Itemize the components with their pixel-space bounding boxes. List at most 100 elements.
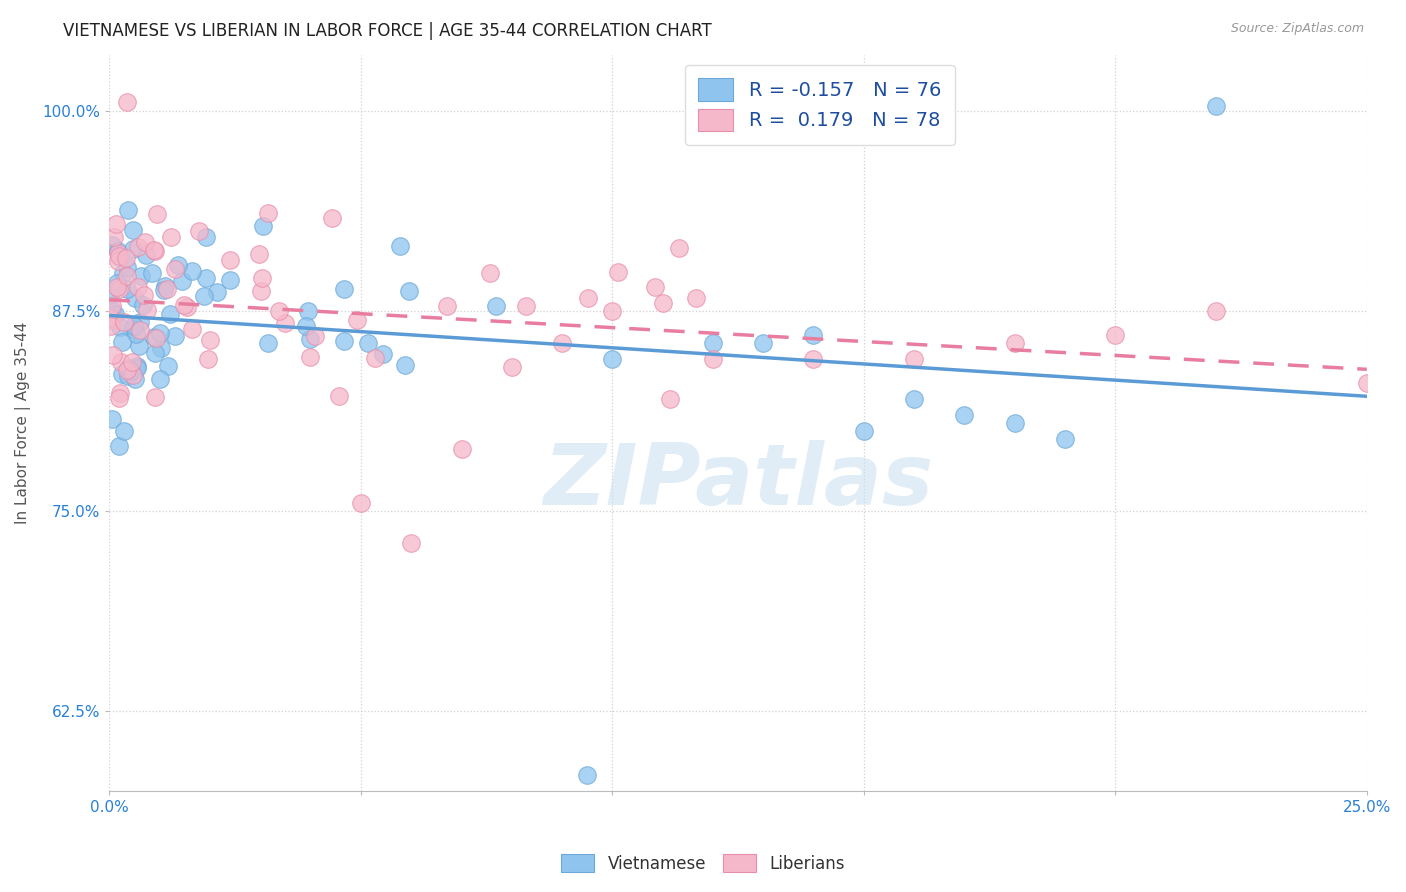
Point (394, 359, 416, 373)
Point (803, 351, 825, 366)
Point (332, 334, 354, 348)
Point (110, 386, 132, 401)
Point (167, 258, 190, 272)
Point (120, 363, 142, 377)
Point (124, 291, 146, 305)
Point (101, 411, 124, 425)
Point (112, 316, 135, 330)
Point (247, 247, 270, 261)
Point (135, 303, 157, 318)
Point (145, 207, 167, 221)
Point (197, 352, 219, 367)
Point (115, 95, 138, 109)
Point (105, 279, 128, 293)
Point (159, 307, 181, 321)
Point (122, 223, 145, 237)
Point (160, 230, 183, 244)
Point (485, 299, 508, 313)
Point (117, 368, 139, 383)
Point (173, 297, 195, 311)
Y-axis label: In Labor Force | Age 35-44: In Labor Force | Age 35-44 (15, 322, 31, 524)
Point (111, 368, 134, 382)
Point (1004, 335, 1026, 350)
Point (644, 279, 666, 293)
Point (101, 349, 124, 363)
Point (107, 439, 129, 453)
Point (576, 767, 599, 781)
Point (398, 284, 420, 298)
Point (298, 350, 321, 364)
Point (107, 246, 129, 260)
Point (436, 299, 458, 313)
Point (143, 244, 166, 258)
Point (125, 327, 148, 342)
Point (501, 359, 523, 374)
Point (117, 269, 139, 284)
Point (132, 288, 155, 302)
Point (111, 335, 134, 350)
Point (257, 206, 280, 220)
Point (100, 319, 122, 334)
Point (145, 330, 167, 344)
Point (903, 351, 925, 366)
Point (333, 282, 356, 296)
Point (600, 304, 623, 318)
Point (163, 328, 186, 343)
Point (107, 391, 129, 405)
Point (551, 335, 574, 350)
Point (953, 408, 976, 422)
Point (104, 217, 127, 231)
Point (121, 321, 143, 335)
Point (122, 319, 145, 334)
Point (149, 326, 172, 340)
Point (127, 280, 149, 294)
Point (117, 361, 139, 376)
Point (124, 372, 146, 386)
Point (117, 260, 139, 275)
Point (115, 282, 138, 296)
Point (371, 347, 394, 361)
Point (651, 296, 673, 310)
Point (357, 336, 380, 351)
Point (176, 300, 198, 314)
Point (108, 320, 131, 334)
Point (252, 219, 274, 234)
Point (1053, 432, 1076, 446)
Point (134, 235, 156, 250)
Point (145, 390, 167, 404)
Point (107, 244, 129, 258)
Point (321, 211, 343, 225)
Point (101, 313, 124, 327)
Point (328, 389, 350, 403)
Point (903, 392, 925, 406)
Point (451, 442, 474, 456)
Point (156, 282, 179, 296)
Point (607, 265, 630, 279)
Point (181, 264, 204, 278)
Point (149, 372, 172, 386)
Point (194, 271, 217, 285)
Point (274, 316, 297, 330)
Point (125, 360, 148, 375)
Point (135, 248, 157, 262)
Point (752, 335, 775, 350)
Point (112, 424, 135, 438)
Point (98, 287, 121, 301)
Point (702, 335, 724, 350)
Point (267, 304, 290, 318)
Point (219, 252, 242, 267)
Point (218, 273, 240, 287)
Point (100, 300, 122, 314)
Point (399, 535, 422, 549)
Text: Source: ZipAtlas.com: Source: ZipAtlas.com (1230, 22, 1364, 36)
Point (363, 351, 385, 365)
Point (257, 336, 280, 351)
Legend: Vietnamese, Liberians: Vietnamese, Liberians (554, 847, 852, 880)
Point (388, 238, 411, 252)
Point (294, 319, 316, 334)
Point (304, 329, 326, 343)
Point (576, 291, 599, 305)
Point (127, 240, 149, 254)
Point (172, 274, 194, 288)
Point (127, 359, 149, 374)
